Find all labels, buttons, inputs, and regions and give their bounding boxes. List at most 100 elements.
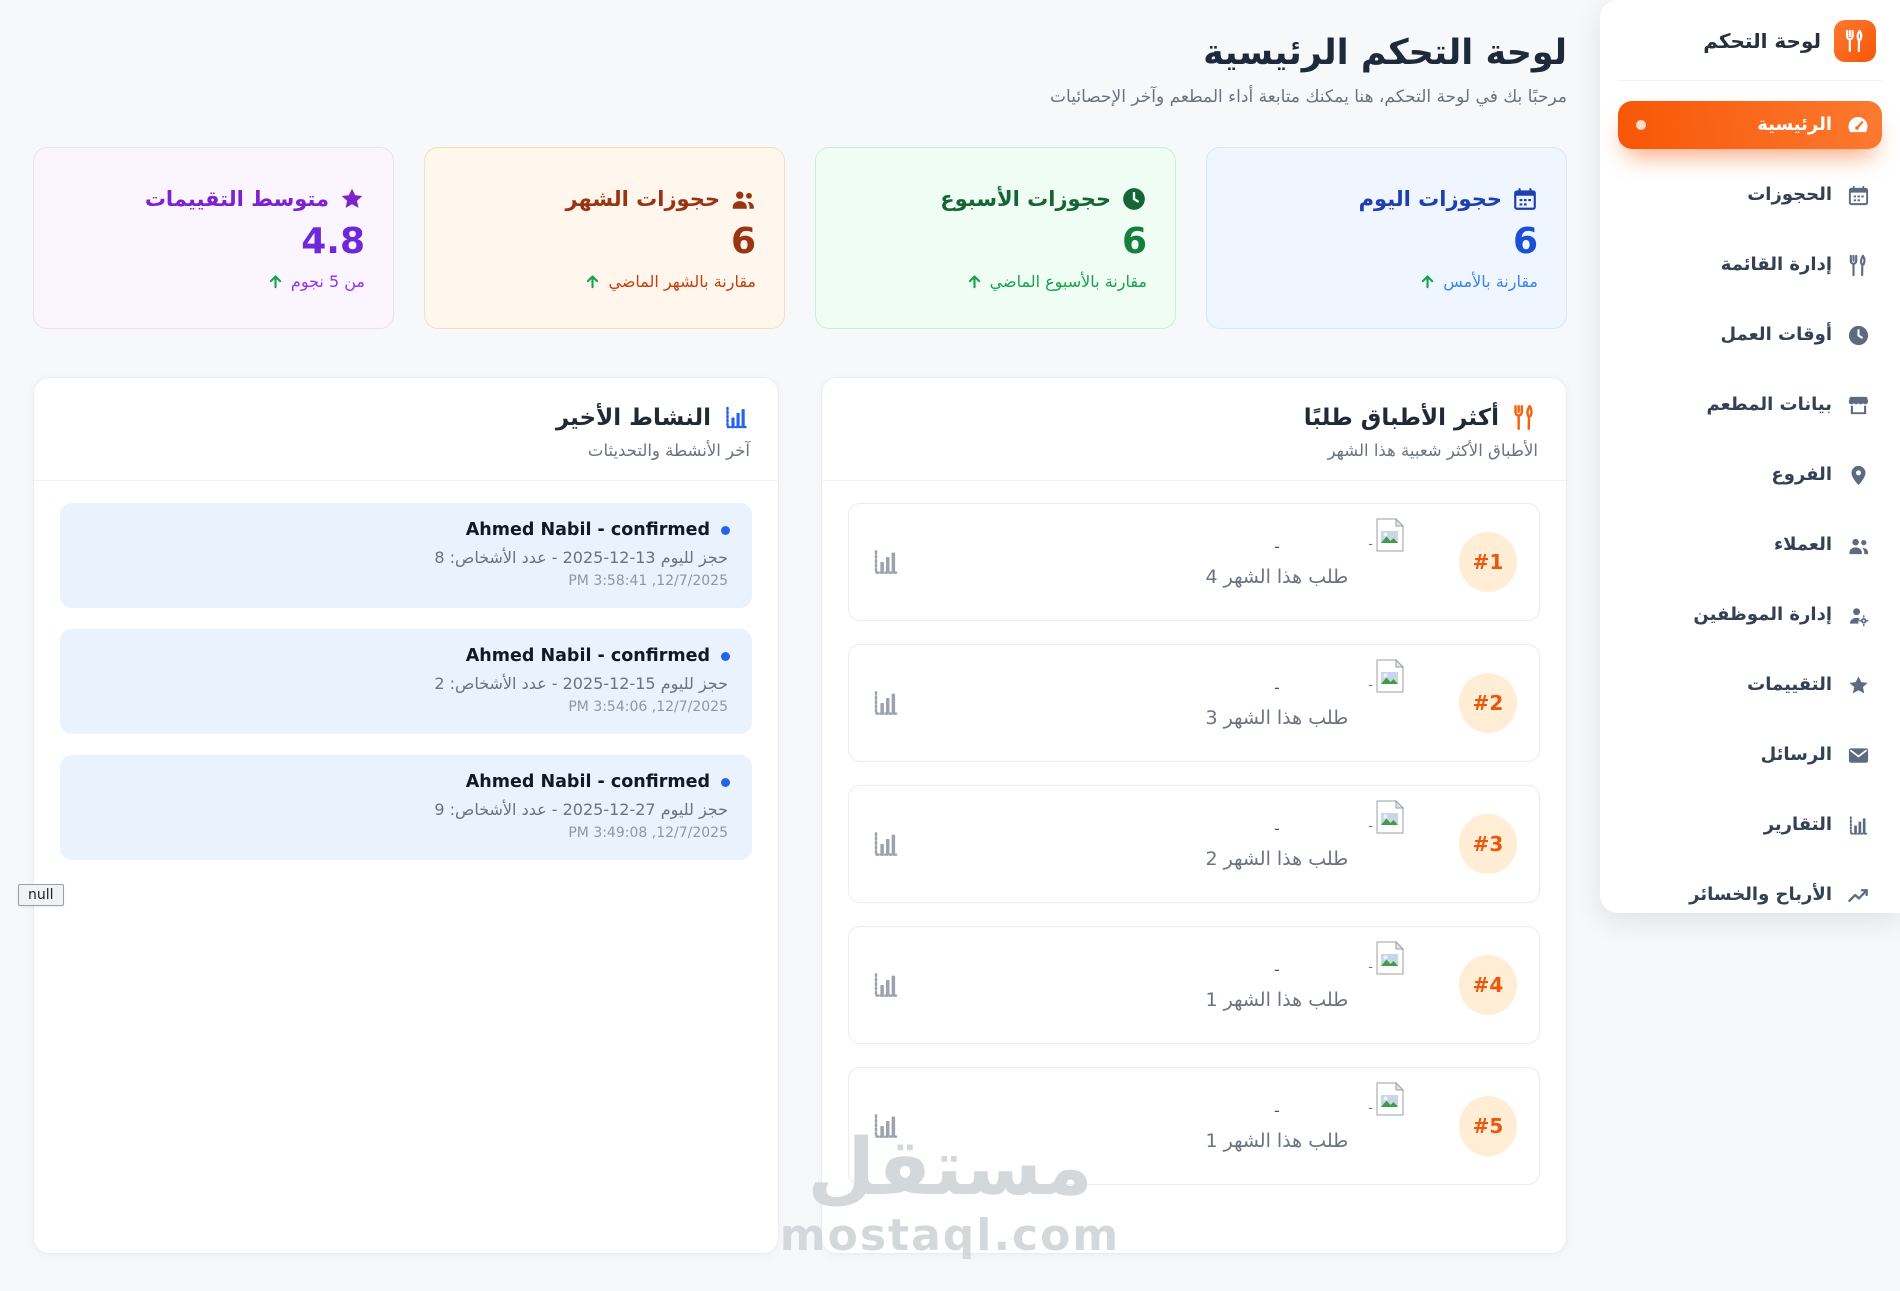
dish-row: #3 - - 2 طلب هذا الشهر (848, 785, 1540, 904)
stat-value: 4.8 (301, 220, 365, 262)
clock-icon (1121, 186, 1147, 212)
stat-compare: مقارنة بالأسبوع الماضي (844, 272, 1147, 291)
bar-chart-icon (723, 404, 750, 431)
stat-compare-label: مقارنة بالأسبوع الماضي (989, 271, 1147, 291)
dish-info: - 2 طلب هذا الشهر (1205, 819, 1348, 870)
sidebar-item-label: إدارة الموظفين (1693, 604, 1832, 625)
sidebar-item-reservations[interactable]: الحجوزات (1618, 171, 1882, 219)
sidebar-item-working-hours[interactable]: أوقات العمل (1618, 311, 1882, 359)
bar-chart-icon (1846, 813, 1870, 837)
arrow-up-icon (267, 273, 284, 290)
sidebar-item-label: إدارة القائمة (1720, 254, 1832, 275)
stat-label: حجوزات الشهر (565, 186, 720, 211)
broken-image-icon (1375, 1082, 1405, 1116)
gauge-icon (1846, 113, 1870, 137)
broken-image-icon (1375, 941, 1405, 975)
dish-info: - 3 طلب هذا الشهر (1205, 678, 1348, 729)
main-content: لوحة التحكم الرئيسية مرحبًا بك في لوحة ا… (33, 33, 1567, 1255)
sidebar-item-profit-loss[interactable]: الأرباح والخسائر (1618, 871, 1882, 913)
status-dot-icon (721, 777, 730, 787)
sidebar-item-label: الحجوزات (1747, 184, 1832, 205)
activity-item: Ahmed Nabil - confirmed حجز لليوم 13-12-… (60, 503, 752, 609)
dish-name: - (1273, 536, 1280, 556)
trending-up-icon (1846, 883, 1870, 907)
stat-label: حجوزات الأسبوع (940, 186, 1111, 211)
dish-image-broken: - (1368, 1082, 1405, 1116)
calendar-icon (1512, 186, 1538, 212)
bar-chart-icon (871, 1111, 901, 1141)
stat-card-today: حجوزات اليوم 6 مقارنة بالأمس (1206, 147, 1567, 330)
dish-row: #1 - - 4 طلب هذا الشهر (848, 503, 1540, 622)
stat-compare-label: من 5 نجوم (290, 271, 365, 291)
utensils-icon (1511, 404, 1538, 431)
sidebar-item-label: أوقات العمل (1720, 324, 1832, 345)
sidebar-item-home[interactable]: الرئيسية (1618, 101, 1882, 149)
rank-badge: #3 (1459, 814, 1517, 875)
rank-badge: #1 (1459, 532, 1517, 593)
sidebar-item-label: العملاء (1773, 534, 1832, 555)
stat-label: حجوزات اليوم (1358, 186, 1502, 211)
stat-compare-label: مقارنة بالشهر الماضي (608, 271, 756, 291)
broken-image-icon (1375, 518, 1405, 552)
envelope-icon (1846, 743, 1870, 767)
users-icon (1846, 533, 1870, 557)
status-dot-icon (721, 651, 730, 661)
sidebar-item-restaurant-info[interactable]: بيانات المطعم (1618, 381, 1882, 429)
dish-orders: 2 طلب هذا الشهر (1205, 847, 1349, 870)
stat-value: 6 (1121, 220, 1147, 262)
activity-timestamp: 12/7/2025, 3:58:41 PM (568, 573, 728, 590)
stat-card-rating: متوسط التقييمات 4.8 من 5 نجوم (33, 147, 394, 330)
dish-row: #4 - - 1 طلب هذا الشهر (848, 926, 1540, 1045)
sidebar-item-menu-management[interactable]: إدارة القائمة (1618, 241, 1882, 289)
stat-card-header: حجوزات الشهر (453, 186, 756, 212)
sidebar-item-branches[interactable]: الفروع (1618, 451, 1882, 499)
top-dishes-header: أكثر الأطباق طلبًا الأطباق الأكثر شعبية … (822, 378, 1566, 482)
stat-value: 6 (1512, 220, 1538, 262)
activity-item: Ahmed Nabil - confirmed حجز لليوم 27-12-… (60, 755, 752, 861)
arrow-up-icon (966, 273, 983, 290)
map-pin-icon (1846, 463, 1870, 487)
bar-chart-icon (871, 547, 901, 577)
utensils-icon (1846, 253, 1870, 277)
activity-timestamp: 12/7/2025, 3:54:06 PM (568, 699, 728, 716)
star-icon (1846, 673, 1870, 697)
activity-name: Ahmed Nabil - confirmed (465, 646, 710, 667)
dish-image-broken: - (1368, 941, 1405, 975)
dish-orders: 1 طلب هذا الشهر (1205, 988, 1349, 1011)
users-icon (730, 186, 756, 212)
sidebar-item-staff-management[interactable]: إدارة الموظفين (1618, 591, 1882, 639)
recent-activity-subtitle: آخر الأنشطة والتحديثات (587, 441, 750, 461)
activity-details: حجز لليوم 13-12-2025 - عدد الأشخاص: 8 (434, 548, 728, 568)
user-cog-icon (1846, 603, 1870, 627)
stat-card-header: حجوزات الأسبوع (844, 186, 1147, 212)
sidebar-item-messages[interactable]: الرسائل (1618, 731, 1882, 779)
bar-chart-icon (871, 829, 901, 859)
sidebar-item-reports[interactable]: التقارير (1618, 801, 1882, 849)
dish-name: - (1273, 677, 1280, 697)
rank-badge: #4 (1459, 955, 1517, 1016)
top-dishes-subtitle: الأطباق الأكثر شعبية هذا الشهر (1327, 441, 1538, 461)
sidebar-item-reviews[interactable]: التقييمات (1618, 661, 1882, 709)
recent-activity-panel: النشاط الأخير آخر الأنشطة والتحديثات Ahm… (33, 377, 779, 1255)
sidebar-item-label: الأرباح والخسائر (1689, 884, 1832, 905)
broken-image-icon (1375, 800, 1405, 834)
dish-image-broken: - (1368, 518, 1405, 552)
page-title: لوحة التحكم الرئيسية (1203, 33, 1567, 73)
recent-activity-title: النشاط الأخير (555, 404, 711, 431)
sidebar-item-customers[interactable]: العملاء (1618, 521, 1882, 569)
sidebar-item-label: التقييمات (1747, 674, 1832, 695)
arrow-up-icon (1419, 273, 1436, 290)
active-indicator-dot (1636, 120, 1646, 130)
sidebar: لوحة التحكم الرئيسية الحجوزات إدارة القا… (1600, 0, 1900, 913)
dish-name: - (1273, 1100, 1280, 1120)
dish-orders: 1 طلب هذا الشهر (1205, 1129, 1349, 1152)
stat-card-header: حجوزات اليوم (1235, 186, 1538, 212)
stat-card-header: متوسط التقييمات (62, 186, 365, 212)
dish-name: - (1273, 818, 1280, 838)
dish-row: #2 - - 3 طلب هذا الشهر (848, 644, 1540, 763)
activity-name: Ahmed Nabil - confirmed (465, 520, 710, 541)
dish-orders: 3 طلب هذا الشهر (1205, 706, 1349, 729)
stat-compare-label: مقارنة بالأمس (1443, 271, 1538, 291)
dish-image-broken: - (1368, 659, 1405, 693)
dish-orders: 4 طلب هذا الشهر (1205, 565, 1349, 588)
